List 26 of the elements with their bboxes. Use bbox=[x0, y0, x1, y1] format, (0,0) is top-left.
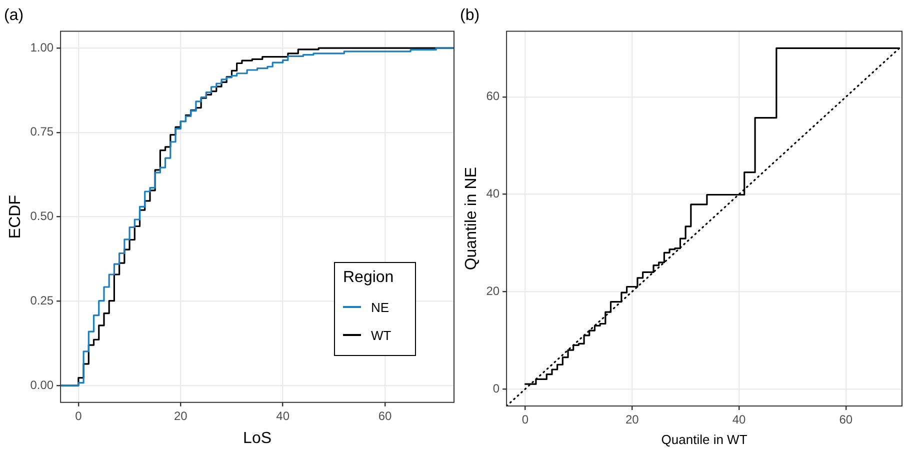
y-tick-label: 0.25 bbox=[30, 293, 54, 308]
y-tick-label: 0.75 bbox=[30, 124, 54, 139]
x-tick-label: 0 bbox=[522, 412, 529, 427]
chart-title: (b) bbox=[460, 7, 480, 24]
legend-label: NE bbox=[371, 300, 390, 315]
legend-title: Region bbox=[343, 269, 395, 288]
y-tick-label: 20 bbox=[486, 284, 500, 298]
x-tick-label: 40 bbox=[276, 408, 290, 423]
x-tick-label: 20 bbox=[625, 412, 640, 427]
y-tick-label: 1.00 bbox=[30, 40, 54, 54]
y-tick-label: 0.00 bbox=[30, 378, 54, 392]
y-axis-title: ECDF bbox=[7, 194, 24, 239]
y-tick-label: 60 bbox=[486, 89, 500, 104]
x-tick-label: 60 bbox=[839, 412, 853, 427]
y-tick-label: 0 bbox=[492, 381, 500, 396]
x-tick-label: 0 bbox=[75, 408, 82, 423]
x-tick-label: 40 bbox=[732, 412, 746, 427]
x-axis-title: LoS bbox=[243, 430, 272, 447]
y-tick-label: 0.50 bbox=[30, 209, 54, 224]
y-axis-title: Quantile in NE bbox=[463, 167, 480, 270]
x-tick-label: 60 bbox=[378, 408, 392, 423]
legend-label: WT bbox=[371, 328, 392, 343]
chart-title: (a) bbox=[4, 7, 24, 24]
x-axis-title: Quantile in WT bbox=[661, 432, 748, 447]
x-tick-label: 20 bbox=[174, 408, 188, 423]
y-tick-label: 40 bbox=[486, 186, 500, 201]
